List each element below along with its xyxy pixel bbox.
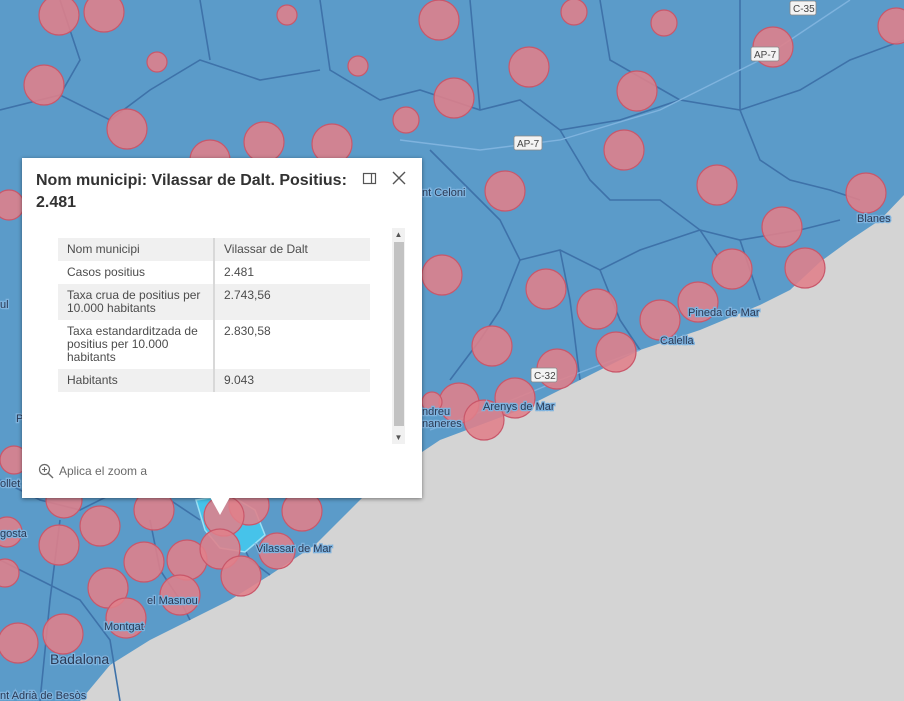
attribute-value: 2.743,56 [214,284,370,320]
cases-circle-marker[interactable] [392,106,420,134]
cases-circle-marker[interactable] [463,399,505,441]
cases-circle-marker[interactable] [560,0,588,26]
cases-circle-marker[interactable] [784,247,826,289]
road-shield-c35: C-35 [789,0,817,16]
cases-circle-marker[interactable] [38,524,80,566]
cases-circle-marker[interactable] [418,0,460,41]
attribute-value: 9.043 [214,369,370,392]
road-shield-c32: C-32 [530,367,558,383]
svg-text:AP-7: AP-7 [754,50,777,61]
attribute-label: Casos positius [58,261,215,284]
cases-circle-marker[interactable] [576,288,618,330]
cases-circle-marker[interactable] [220,555,262,597]
attribute-label: Habitants [58,369,215,392]
zoom-in-icon [38,463,54,479]
table-row: Nom municipi Vilassar de Dalt [58,238,370,261]
cases-circle-marker[interactable] [595,331,637,373]
cases-circle-marker[interactable] [845,172,887,214]
table-row: Taxa estandarditzada de positius per 10.… [58,320,370,369]
cases-circle-marker[interactable] [711,248,753,290]
cases-circle-marker[interactable] [347,55,369,77]
cases-circle-marker[interactable] [23,64,65,106]
cases-circle-marker[interactable] [761,206,803,248]
place-sant-andreu: ndreu [422,406,450,418]
place-blanes: Blanes [857,213,891,225]
zoom-to-button[interactable]: Aplica el zoom a [38,463,147,479]
cases-circle-marker[interactable] [494,377,536,419]
cases-circle-marker[interactable] [433,77,475,119]
cases-circle-marker[interactable] [639,299,681,341]
place-calella: Calella [660,335,695,347]
place-ul: ul [0,299,9,311]
cases-circle-marker[interactable] [0,189,25,221]
scroll-thumb[interactable] [394,242,404,426]
place-llavaneres: naneres [422,418,462,430]
place-rollet: ollet [0,478,20,490]
cases-circle-marker[interactable] [258,532,296,570]
dock-icon[interactable] [361,170,379,188]
cases-circle-marker[interactable] [484,170,526,212]
cases-circle-marker[interactable] [106,108,148,150]
scroll-down-arrow-icon[interactable]: ▼ [394,433,403,442]
svg-text:AP-7: AP-7 [517,139,540,150]
place-sant-celoni: nt Celoni [422,187,465,199]
svg-text:C-35: C-35 [793,4,815,15]
cases-circle-marker[interactable] [677,281,719,323]
cases-circle-marker[interactable] [877,7,904,45]
table-row: Habitants 9.043 [58,369,370,392]
place-arenys-de-mar: Arenys de Mar [483,401,555,413]
cases-circle-marker[interactable] [421,391,443,413]
place-pineda-de-mar: Pineda de Mar [688,307,760,319]
table-row: Casos positius 2.481 [58,261,370,284]
place-badalona: Badalona [50,651,109,667]
place-p: P [16,413,23,425]
cases-circle-marker[interactable] [38,0,80,36]
place-vilassar-de-mar: Vilassar de Mar [256,543,333,555]
close-icon[interactable] [390,169,408,187]
popup-title: Nom municipi: Vilassar de Dalt. Positius… [36,172,347,211]
feature-popup: Nom municipi: Vilassar de Dalt. Positius… [22,158,422,498]
cases-circle-marker[interactable] [0,558,20,588]
attribute-value: 2.830,58 [224,324,271,338]
popup-pointer [210,497,230,515]
cases-circle-marker[interactable] [79,505,121,547]
cases-circle-marker[interactable] [0,516,23,548]
cases-circle-marker[interactable] [603,129,645,171]
cases-circle-marker[interactable] [105,597,147,639]
cases-circle-marker[interactable] [525,268,567,310]
cases-circle-marker[interactable] [421,254,463,296]
attribute-label: Taxa estandarditzada de positius per 10.… [58,320,215,369]
cases-circle-marker[interactable] [146,51,168,73]
road-shield-ap7-top: AP-7 [750,46,780,62]
cases-circle-marker[interactable] [159,574,201,616]
svg-text:C-32: C-32 [534,371,556,382]
cases-circle-marker[interactable] [508,46,550,88]
cases-circle-marker[interactable] [123,541,165,583]
cases-circle-marker[interactable] [243,121,285,163]
attribute-value: Vilassar de Dalt [214,238,370,261]
cases-circle-marker[interactable] [650,9,678,37]
cases-circle-marker[interactable] [696,164,738,206]
cases-circle-marker[interactable] [83,0,125,33]
place-el-masnou: el Masnou [147,595,198,607]
popup-scrollbar[interactable]: ▲ ▼ [392,228,405,444]
attribute-table: Nom municipi Vilassar de Dalt Casos posi… [58,238,370,392]
attribute-label: Nom municipi [58,238,215,261]
attribute-label: Taxa crua de positius per 10.000 habitan… [58,284,215,320]
cases-circle-marker[interactable] [471,325,513,367]
place-montgat: Montgat [104,621,144,633]
attribute-value: 2.481 [224,265,255,279]
cases-circle-marker[interactable] [616,70,658,112]
place-gosta: gosta [0,528,28,540]
place-sant-adria: nt Adrià de Besòs [0,690,87,701]
table-row: Taxa crua de positius per 10.000 habitan… [58,284,370,320]
cases-circle-marker[interactable] [276,4,298,26]
popup-content: Nom municipi Vilassar de Dalt Casos posi… [58,238,370,392]
zoom-to-label: Aplica el zoom a [59,464,148,478]
cases-circle-marker[interactable] [42,613,84,655]
cases-circle-marker[interactable] [0,622,39,664]
road-shield-ap7-mid: AP-7 [513,135,543,151]
scroll-up-arrow-icon[interactable]: ▲ [394,230,403,239]
